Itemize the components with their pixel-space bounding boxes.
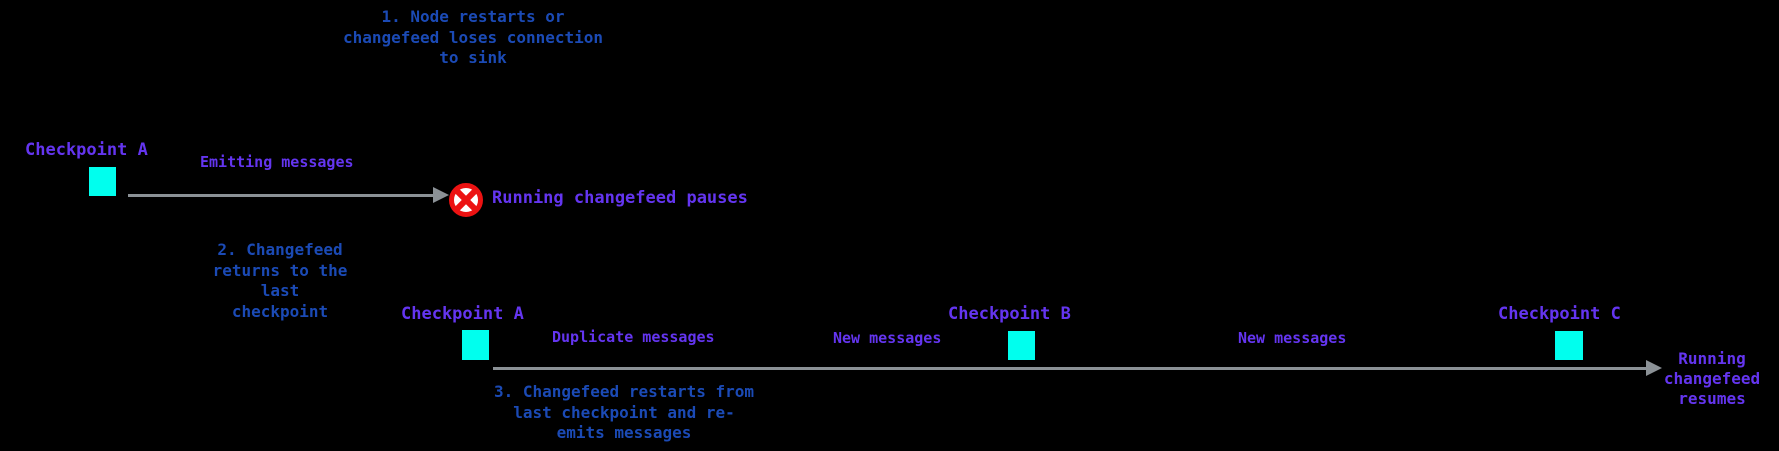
running-changefeed-pauses-label: Running changefeed pauses (492, 188, 748, 208)
running-changefeed-resumes-label: Running changefeed resumes (1663, 349, 1761, 408)
timeline1-emitting-messages-label: Emitting messages (200, 153, 354, 171)
annotation-step-1: 1. Node restarts or changefeed loses con… (342, 7, 604, 67)
timeline1-checkpoint-a-label: Checkpoint A (25, 140, 148, 160)
changefeed-pause-error-icon (449, 183, 483, 217)
timeline1-checkpoint-a-marker (89, 167, 116, 196)
timeline1-arrow-line (128, 194, 436, 197)
timeline2-checkpoint-b-label: Checkpoint B (948, 304, 1071, 324)
timeline2-checkpoint-c-marker (1555, 331, 1583, 360)
timeline2-checkpoint-a-marker (462, 330, 489, 360)
timeline2-arrowhead-icon (1646, 360, 1662, 376)
timeline2-new-messages-1-label: New messages (833, 329, 942, 347)
timeline2-checkpoint-c-label: Checkpoint C (1498, 304, 1621, 324)
timeline2-new-messages-2-label: New messages (1238, 329, 1347, 347)
timeline2-arrow-line (493, 367, 1646, 370)
timeline2-duplicate-messages-label: Duplicate messages (552, 328, 715, 346)
timeline2-checkpoint-a-label: Checkpoint A (401, 304, 524, 324)
timeline1-arrowhead-icon (433, 187, 449, 203)
timeline2-checkpoint-b-marker (1008, 331, 1035, 360)
annotation-step-2: 2. Changefeed returns to the last checkp… (212, 240, 348, 321)
annotation-step-3: 3. Changefeed restarts from last checkpo… (493, 382, 755, 442)
